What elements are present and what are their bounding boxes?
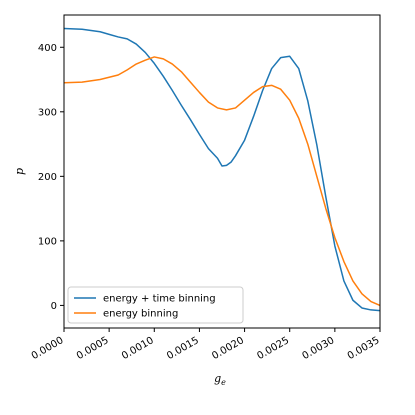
y-tick-label: 0 xyxy=(51,301,57,312)
series-layer xyxy=(63,27,381,312)
y-tick-label: 200 xyxy=(38,172,57,183)
y-tick-label: 100 xyxy=(38,236,57,247)
plot-frame xyxy=(63,14,381,329)
legend-box xyxy=(67,286,244,324)
x-tick-label: 0.0035 xyxy=(346,335,382,362)
x-axis-label: ge xyxy=(214,372,226,387)
x-tick-label: 0.0005 xyxy=(75,335,111,362)
series-line-2 xyxy=(63,56,381,307)
x-tick-label: 0.0020 xyxy=(210,335,246,362)
y-axis-label: p xyxy=(13,168,26,175)
y-axis-ticks: 0 100 200 300 400 xyxy=(38,43,64,312)
x-tick-label: 0.0010 xyxy=(120,335,156,362)
y-tick-label: 400 xyxy=(38,43,57,54)
x-tick-label: 0.0030 xyxy=(301,335,337,362)
x-tick-label: 0.0015 xyxy=(165,335,201,362)
legend: energy + time binning energy binning xyxy=(67,286,244,324)
x-tick-label: 0.0025 xyxy=(255,335,291,362)
y-tick-label: 300 xyxy=(38,107,57,118)
x-tick-label: 0.0000 xyxy=(30,335,66,362)
legend-label-1: energy + time binning xyxy=(103,294,216,305)
x-axis-label-subscript: e xyxy=(221,378,226,387)
legend-label-2: energy binning xyxy=(103,309,178,320)
series-line-1 xyxy=(63,27,381,312)
x-axis-label-main: g xyxy=(214,372,221,385)
x-axis-ticks: 0.0000 0.0005 0.0010 0.0015 0.0020 0.0025 0.00… xyxy=(30,328,382,362)
